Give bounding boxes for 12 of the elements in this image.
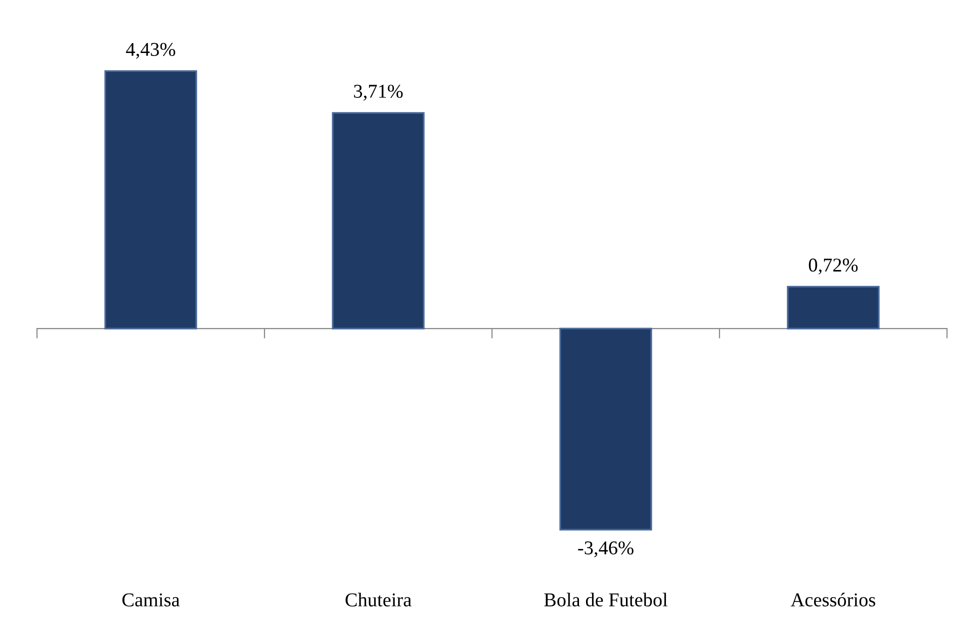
data-label: -3,46% bbox=[578, 541, 634, 558]
data-label: 3,71% bbox=[354, 84, 403, 101]
bar bbox=[104, 70, 198, 330]
x-tick-label: Bola de Futebol bbox=[544, 592, 668, 606]
x-tick-label: Camisa bbox=[122, 593, 180, 606]
data-label: 0,72% bbox=[808, 258, 858, 274]
data-label: 4,43% bbox=[126, 42, 176, 59]
bar bbox=[786, 286, 880, 330]
x-tick-label: Acessórios bbox=[790, 592, 876, 606]
x-tick-label: Chuteira bbox=[346, 592, 412, 606]
bar bbox=[559, 328, 652, 530]
bar bbox=[332, 112, 425, 330]
